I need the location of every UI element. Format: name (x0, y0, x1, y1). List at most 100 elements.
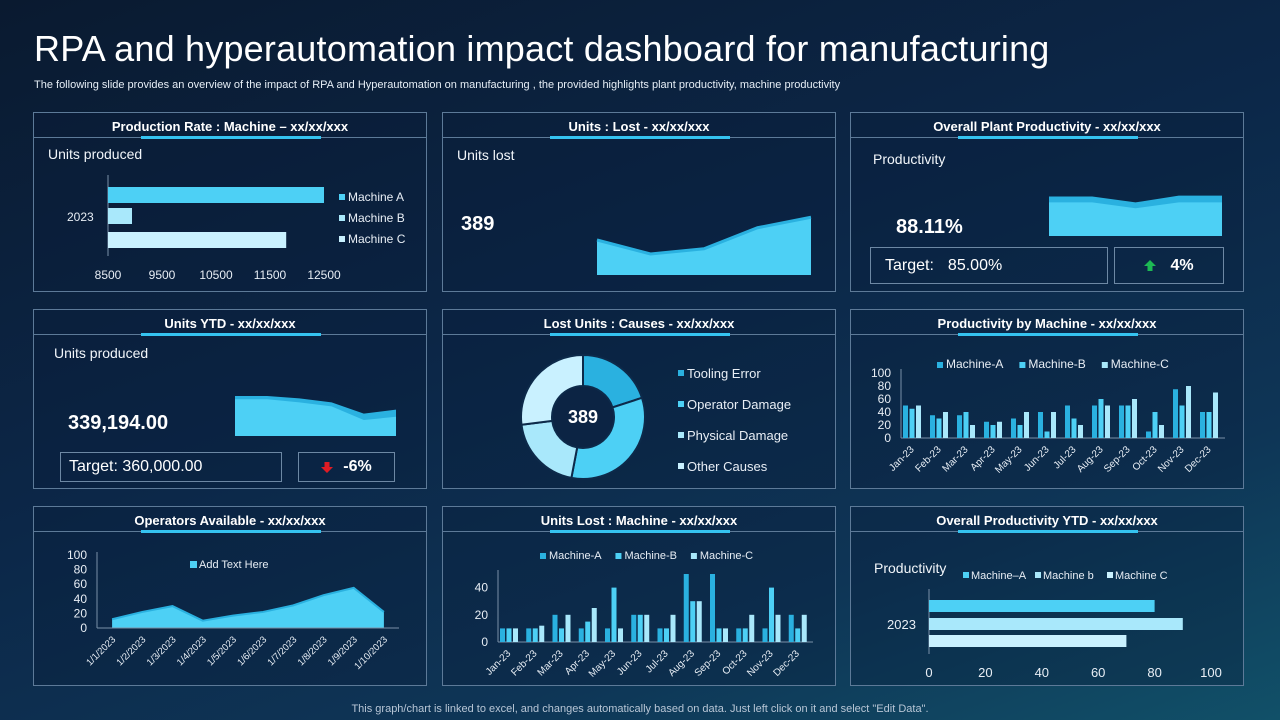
x-tick-label: Nov-23 (745, 648, 776, 679)
bar-machine-c (970, 425, 975, 438)
area-series (112, 587, 384, 628)
panel-title: Units Lost : Machine - xx/xx/xxx (540, 513, 738, 528)
x-tick-label: Jan-23 (887, 444, 917, 474)
legend-label: Machine b (1043, 570, 1094, 582)
target-text: Target: 360,000.00 (69, 458, 203, 475)
panel-productivity-by-machine: Productivity by Machine - xx/xx/xxx Jan-… (850, 309, 1244, 489)
bar-machine-a (1065, 405, 1070, 438)
legend-label: Other Causes (687, 459, 768, 474)
legend-label: Operator Damage (687, 397, 791, 412)
x-tick-label: Nov-23 (1156, 444, 1187, 475)
x-tick-label: Jun-23 (615, 648, 645, 678)
legend-swatch (1035, 572, 1041, 578)
bar-machine-c (943, 412, 948, 438)
legend-label: Machine-A (549, 550, 602, 562)
units-produced-label: Units produced (48, 146, 143, 162)
area-line (596, 215, 812, 256)
bar-machine-a (1146, 431, 1151, 438)
bar-machine-c (801, 614, 807, 642)
legend-swatch (190, 561, 197, 568)
panel-plant-productivity: Overall Plant Productivity - xx/xx/xxx P… (850, 112, 1244, 292)
panel-title: Units : Lost - xx/xx/xxx (568, 119, 710, 134)
productivity-ytd-chart[interactable]: 2023 0 20 40 60 80 100 Machine–A Machine b Machin… (851, 507, 1245, 687)
page-subtitle: The following slide provides an overview… (34, 79, 841, 91)
bar-machine-b (936, 418, 942, 438)
x-tick-label: Oct-23 (1131, 444, 1160, 473)
legend-label: Add Text Here (199, 559, 269, 571)
target-box: Target: 360,000.00 (60, 452, 282, 482)
legend-swatch (937, 362, 943, 368)
bar-machine-b (769, 587, 774, 642)
productivity-value: 88.11% (896, 216, 963, 238)
x-tick-label: 1/8/2023 (296, 634, 330, 668)
x-tick-label: Feb-23 (913, 444, 943, 474)
panel-title: Overall Plant Productivity - xx/xx/xxx (933, 119, 1161, 134)
legend-swatch (678, 432, 684, 438)
bar-machine-c (644, 614, 650, 642)
change-value: -6% (343, 458, 372, 475)
x-tick-label: 100 (1200, 665, 1222, 680)
legend-swatch (339, 236, 345, 242)
legend-label: Machine-C (700, 550, 753, 562)
x-tick-label: Sep-23 (1102, 444, 1133, 475)
bar-machine-c (565, 614, 571, 642)
x-tick-label: May-23 (993, 444, 1025, 476)
bar-machine-b (909, 408, 915, 438)
x-tick-label: 0 (925, 665, 932, 680)
bar-machine-a (108, 187, 324, 203)
y-tick-label: 80 (74, 563, 88, 577)
y-tick-label: 60 (74, 577, 88, 591)
x-tick-label: May-23 (587, 648, 619, 680)
bar-machine-c (1024, 412, 1029, 438)
legend-swatch (540, 553, 546, 559)
category-label: 2023 (67, 210, 94, 224)
lost-causes-donut-chart[interactable]: Tooling Error Operator Damage Physical Dam… (443, 310, 837, 490)
legend-label: Machine–A (971, 570, 1027, 582)
legend-label: Machine-B (1028, 357, 1085, 371)
panel-units-lost: Units : Lost - xx/xx/xxx Units lost 389 (442, 112, 836, 292)
arrow-down-icon (321, 461, 334, 473)
bar-machine-a (710, 574, 715, 642)
production-rate-chart[interactable]: 2023 8500 9500 10500 11500 12500 Machine A Mach… (34, 113, 428, 293)
x-tick-label: 20 (978, 665, 992, 680)
bar-machine-b (1044, 431, 1050, 438)
panel-units-ytd: Units YTD - xx/xx/xxx Units produced 339… (33, 309, 427, 489)
target-box: Target: 85.00% (870, 247, 1108, 284)
bar-machine-a (1092, 405, 1097, 438)
units-ytd-area-chart[interactable] (34, 310, 428, 490)
legend-label: Machine C (1115, 570, 1168, 582)
bar-machine-a (929, 600, 1155, 612)
y-tick-label: 100 (67, 548, 87, 562)
bar-machine-a (631, 614, 637, 642)
legend-swatch (678, 401, 684, 407)
legend-swatch (1019, 362, 1026, 368)
units-lost-area-chart[interactable] (443, 113, 837, 293)
legend-swatch (339, 215, 345, 221)
legend-label: Machine A (348, 190, 404, 204)
productivity-label: Productivity (873, 151, 946, 167)
y-tick-label: 20 (475, 608, 489, 622)
bar-machine-a (605, 628, 610, 642)
bar-machine-b (108, 208, 132, 224)
legend-label: Tooling Error (687, 366, 761, 381)
x-tick-label: 1/2/2023 (114, 634, 148, 668)
footer-note: This graph/chart is linked to excel, and… (351, 703, 929, 715)
panel-title: Lost Units : Causes - xx/xx/xxx (543, 316, 735, 331)
bar-machine-b (637, 614, 643, 642)
x-tick-label: 9500 (149, 268, 176, 282)
x-tick-label: Jun-23 (1022, 444, 1052, 474)
x-tick-label: 1/6/2023 (235, 634, 269, 668)
bar-machine-b (532, 628, 538, 642)
bar-machine-b (1125, 405, 1131, 438)
plant-productivity-area-chart[interactable] (851, 113, 1245, 293)
panel-title: Productivity by Machine - xx/xx/xxx (937, 316, 1157, 331)
legend-swatch (678, 370, 684, 376)
bar-machine-c (916, 405, 921, 438)
bar-machine-c (1213, 392, 1218, 438)
bar-machine-c (723, 628, 728, 642)
y-tick-label: 80 (878, 379, 892, 393)
legend-label: Machine C (348, 232, 406, 246)
